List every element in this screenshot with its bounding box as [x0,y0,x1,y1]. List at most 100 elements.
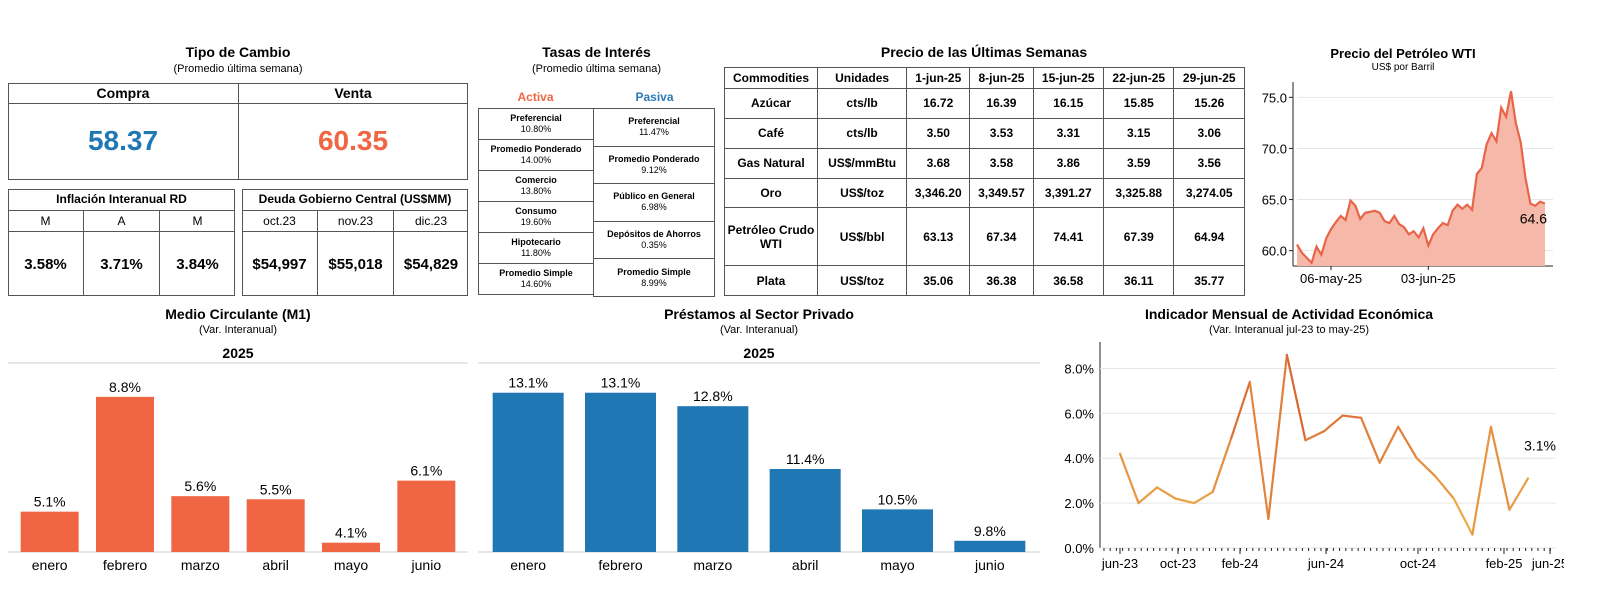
commodity-price: 3,346.20 [906,177,971,209]
prestamos-bar [769,469,841,552]
pasiva-rate-item: Promedio Ponderado 9.12% [593,145,715,185]
activa-rate-label: Consumo [515,206,557,216]
imae-line-segment [1137,486,1159,505]
inflacion-header: M [40,214,51,228]
table-row: Oro US$/toz 3,346.20 3,349.57 3,391.27 3,325.… [724,177,1245,209]
pasiva-rate-label: Depósitos de Ahorros [607,229,701,240]
imae-line-segment [1452,497,1474,536]
oil-y-tick-label: 70.0 [1262,141,1287,156]
imae-y-tick-label: 2.0% [1064,496,1094,511]
prestamos-data-label: 13.1% [601,375,641,391]
table-row: Plata US$/toz 35.06 36.38 36.58 36.11 35.77 [724,265,1245,296]
imae-line-segment [1267,353,1289,520]
deuda-header: dic.23 [414,214,448,228]
commodity-price: 3.50 [906,117,971,149]
imae-line-segment [1415,457,1437,478]
m1-bar [20,511,79,552]
activa-rate-item: Consumo 19.60% [478,201,594,233]
deuda-value: $54,997 [252,255,307,273]
pasiva-rate-item: Depósitos de Ahorros 0.35% [593,220,715,260]
deuda-panel [242,189,468,296]
commodity-name: Café [724,117,818,149]
commodity-price: 3.56 [1173,147,1245,179]
oil-y-tick-label: 65.0 [1262,193,1287,208]
oil-subtitle: US$ por Barril [1371,62,1435,73]
activa-rate-value: 14.60% [520,279,552,289]
pasiva-rate-value: 0.35% [641,240,667,251]
m1-category-label: junio [411,557,442,573]
precios-header-cell: 15-jun-25 [1032,67,1105,89]
pasiva-rate-label: Promedio Simple [617,266,691,277]
inflacion-line-1 [8,210,235,211]
imae-line-segment [1118,452,1140,505]
imae-y-tick-label: 0.0% [1064,541,1094,556]
commodity-price: 35.06 [906,265,971,296]
imae-line-segment [1508,477,1530,511]
prestamos-title: Préstamos al Sector Privado [664,306,854,322]
m1-data-label: 5.5% [260,481,292,497]
oil-area [1297,91,1545,266]
m1-category-label: abril [262,557,288,573]
tipo-cambio-subtitle: (Promedio última semana) [173,63,303,75]
deuda-title: Deuda Gobierno Central (US$MM) [258,192,452,206]
precios-header-cell: Commodities [724,67,818,89]
prestamos-chart: 2025 13.1% enero 13.1% febrero 12.8% marzo 11.4… [478,345,1040,573]
commodity-price: 35.77 [1173,265,1245,296]
tasas-subtitle: (Promedio última semana) [532,63,661,75]
activa-rate-label: Promedio Ponderado [490,144,582,154]
inflacion-header: A [117,214,126,228]
prestamos-bar [862,509,933,552]
commodity-price: 3,325.88 [1102,177,1175,209]
prestamos-bar [677,406,749,552]
activa-rate-item: Promedio Simple 14.60% [478,263,594,295]
venta-value: 60.35 [317,125,389,156]
m1-data-label: 8.8% [109,379,141,395]
deuda-vline-1 [317,210,318,296]
precios-header-cell: 29-jun-25 [1173,67,1245,89]
table-row: Azúcar cts/lb 16.72 16.39 16.15 15.85 15.26 [724,88,1245,119]
m1-data-label: 4.1% [335,525,367,541]
activa-rate-label: Hipotecario [511,237,561,247]
commodity-unit: cts/lb [816,88,908,119]
pasiva-rate-label: Público en General [613,191,695,202]
commodity-unit: cts/lb [816,117,908,149]
precios-header-cell: 1-jun-25 [906,67,971,89]
imae-x-tick-label: jun-24 [1307,556,1344,571]
commodity-unit: US$/mmBtu [816,147,908,179]
commodity-price: 3.68 [906,147,971,179]
commodity-price: 3,391.27 [1032,177,1105,209]
commodity-price: 3.58 [969,147,1034,179]
imae-x-tick-label: feb-25 [1486,556,1523,571]
commodity-price: 63.13 [906,207,971,267]
commodity-unit: US$/bbl [816,207,908,267]
prestamos-data-label: 12.8% [693,388,733,404]
inflacion-line-2 [8,231,235,232]
prestamos-data-label: 13.1% [508,375,548,391]
commodity-price: 3.15 [1102,117,1175,149]
pasiva-rate-item: Público en General 6.98% [593,183,715,222]
pasiva-rate-value: 11.47% [639,127,669,138]
prestamos-category-label: junio [974,557,1005,573]
commodity-price: 16.15 [1032,88,1105,119]
deuda-line-1 [242,210,468,211]
activa-rate-item: Preferencial 10.80% [478,108,594,140]
deuda-vline-2 [393,210,394,296]
precios-header-row: Commodities Unidades 1-jun-25 8-jun-25 15-ju… [724,67,1245,89]
oil-y-tick-label: 75.0 [1262,90,1287,105]
precios-table: Commodities Unidades 1-jun-25 8-jun-25 15-ju… [724,67,1245,296]
precios-header-cell: 22-jun-25 [1102,67,1175,89]
commodity-price: 15.26 [1173,88,1245,119]
commodity-price: 74.41 [1032,207,1105,267]
activa-rate-label: Promedio Simple [499,268,573,278]
m1-title: Medio Circulante (M1) [165,306,311,322]
m1-bar [96,396,154,552]
inflacion-panel [8,189,235,296]
commodity-unit: US$/toz [816,177,908,209]
oil-y-tick-label: 60.0 [1262,244,1287,259]
table-row: Petróleo Crudo WTI US$/bbl 63.13 67.34 74.41… [724,207,1245,267]
commodity-name: Plata [724,265,818,296]
commodity-name: Oro [724,177,818,209]
oil-title: Precio del Petróleo WTI [1330,46,1476,61]
prestamos-category-label: marzo [693,557,732,573]
pasiva-label: Pasiva [635,90,674,104]
